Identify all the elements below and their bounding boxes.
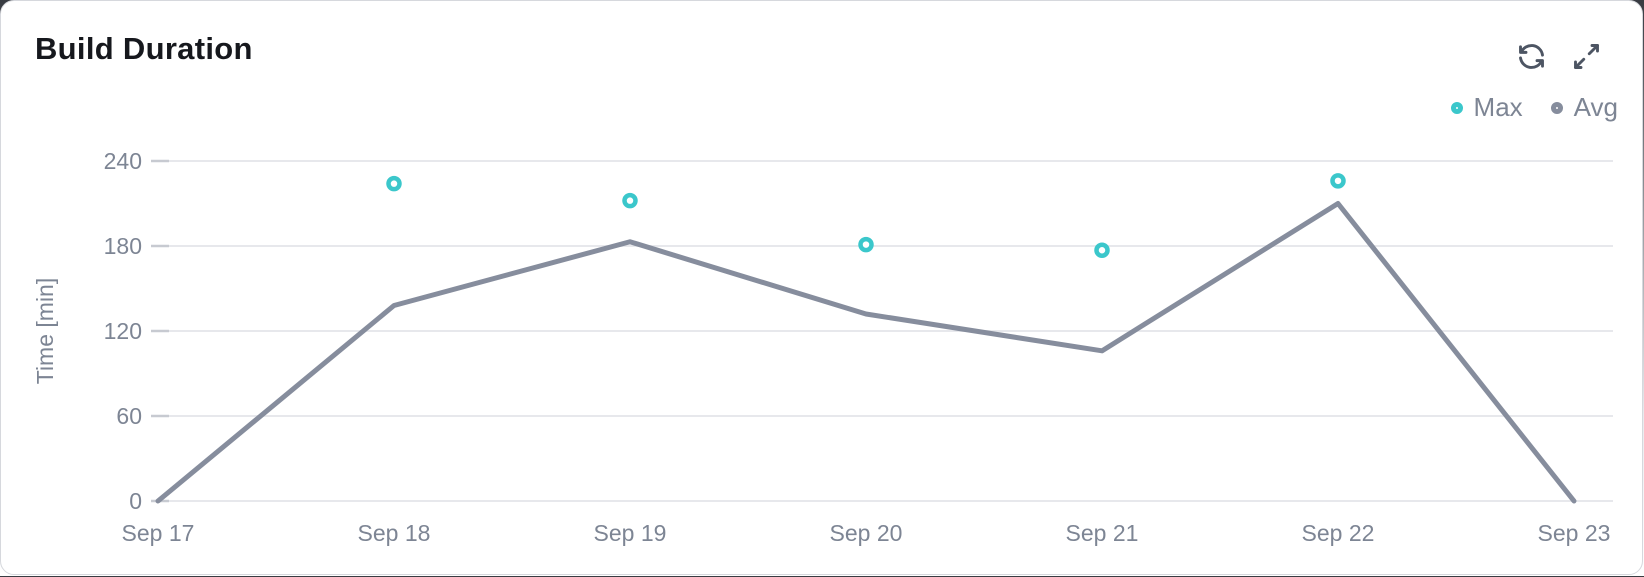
- max-point[interactable]: [622, 192, 638, 209]
- legend-marker-avg-icon: [1550, 101, 1563, 114]
- refresh-icon: [1518, 43, 1544, 69]
- x-tick-label: Sep 18: [358, 520, 431, 546]
- legend-marker-max-icon: [1450, 101, 1463, 114]
- legend-label: Avg: [1573, 92, 1618, 122]
- y-tick-label: 120: [104, 318, 142, 344]
- legend-label: Max: [1473, 92, 1523, 122]
- x-tick-label: Sep 19: [594, 520, 667, 546]
- avg-line: [155, 201, 1577, 504]
- refresh-button[interactable]: [1513, 38, 1549, 74]
- y-axis-title: Time [min]: [32, 278, 58, 385]
- expand-button[interactable]: [1568, 38, 1604, 74]
- chart-title: Build Duration: [35, 31, 253, 66]
- expand-icon: [1573, 43, 1599, 69]
- y-tick-label: 0: [129, 488, 142, 514]
- x-tick-label: Sep 17: [122, 520, 195, 546]
- max-point[interactable]: [1330, 173, 1346, 189]
- max-point[interactable]: [1094, 242, 1110, 258]
- y-tick-label: 60: [116, 403, 142, 429]
- x-tick-label: Sep 21: [1066, 520, 1139, 546]
- x-tick-label: Sep 20: [830, 520, 903, 546]
- y-tick-label: 240: [104, 148, 142, 174]
- max-point[interactable]: [386, 175, 402, 192]
- x-tick-label: Sep 23: [1538, 520, 1611, 546]
- max-point[interactable]: [858, 236, 874, 253]
- x-tick-label: Sep 22: [1302, 520, 1375, 546]
- legend: Max Avg: [1450, 92, 1618, 123]
- legend-item-max[interactable]: Max: [1450, 92, 1523, 123]
- legend-item-avg[interactable]: Avg: [1550, 92, 1618, 123]
- card-actions: [1513, 38, 1604, 74]
- y-tick-label: 180: [104, 233, 142, 259]
